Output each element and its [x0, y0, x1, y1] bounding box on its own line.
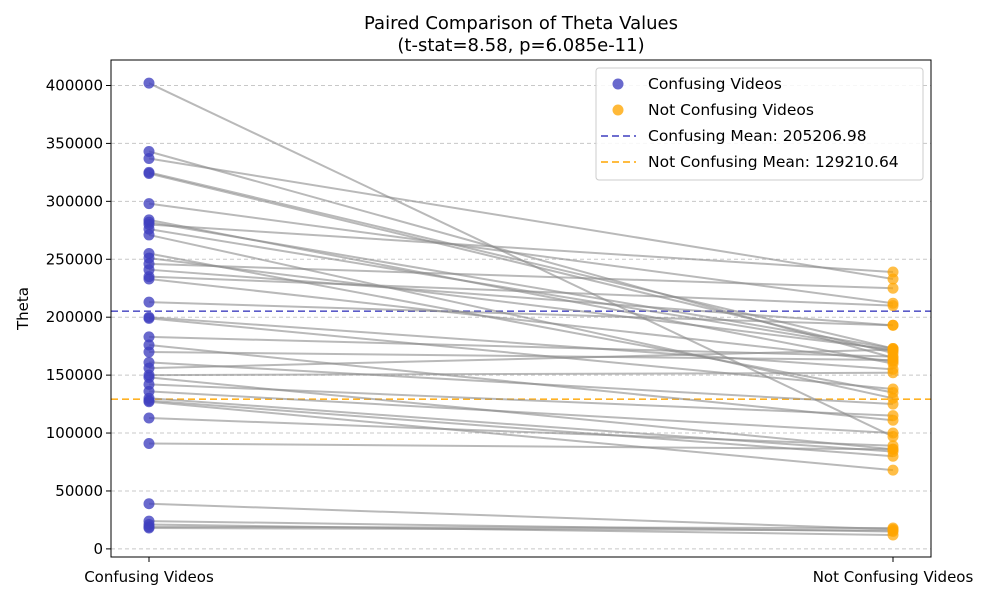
y-tick-label: 150000 — [46, 366, 103, 384]
x-axis-ticks: Confusing Videos Not Confusing Videos — [84, 557, 973, 586]
not-confusing-point — [887, 524, 899, 536]
y-tick-label: 300000 — [46, 192, 103, 210]
legend-label: Not Confusing Videos — [648, 101, 814, 119]
confusing-point — [143, 296, 155, 308]
legend: Confusing Videos Not Confusing Videos Conf… — [595, 67, 924, 181]
pair-line — [148, 223, 894, 274]
confusing-point — [143, 229, 155, 241]
pair-line — [148, 317, 894, 391]
confusing-point — [143, 412, 155, 424]
pair-line — [148, 202, 894, 305]
paired-lines — [148, 82, 894, 536]
pair-line — [148, 157, 894, 280]
pair-line — [148, 221, 894, 350]
pair-line — [148, 399, 894, 458]
pair-line — [148, 268, 894, 327]
not-confusing-point — [887, 398, 899, 410]
y-tick-label: 250000 — [46, 250, 103, 268]
not-confusing-point — [887, 266, 899, 278]
not-confusing-point — [887, 354, 899, 366]
confusing-point — [143, 522, 155, 534]
confusing-point — [143, 273, 155, 285]
not-confusing-point — [887, 443, 899, 455]
pair-line — [148, 371, 894, 377]
legend-confusing-marker — [612, 78, 624, 90]
legend-not-confusing-marker — [612, 104, 624, 116]
pair-line — [148, 172, 894, 355]
not-confusing-point — [887, 427, 899, 439]
confusing-point — [143, 331, 155, 343]
pair-line — [148, 502, 894, 531]
pair-line — [148, 257, 894, 351]
not-confusing-point — [887, 410, 899, 422]
not-confusing-point — [887, 367, 899, 379]
confusing-point — [143, 346, 155, 358]
y-tick-label: 200000 — [46, 308, 103, 326]
confusing-point — [143, 396, 155, 408]
y-tick-label: 0 — [93, 540, 103, 558]
chart-title: Paired Comparison of Theta Values — [364, 13, 678, 34]
pair-line — [148, 442, 894, 451]
confusing-point — [143, 152, 155, 164]
pair-line — [148, 527, 894, 532]
pair-line — [148, 416, 894, 447]
confusing-point — [143, 168, 155, 180]
pair-line — [148, 348, 894, 370]
confusing-point — [143, 498, 155, 510]
pair-line — [148, 316, 894, 371]
not-confusing-point — [887, 344, 899, 356]
chart-subtitle: (t-stat=8.58, p=6.085e-11) — [397, 35, 644, 56]
pair-line — [148, 400, 894, 472]
not-confusing-point — [887, 282, 899, 294]
y-tick-label: 350000 — [46, 134, 103, 152]
y-axis-ticks: 0 50000 100000 150000 200000 250000 300000 3500… — [46, 76, 111, 558]
y-tick-label: 50000 — [55, 482, 103, 500]
pair-line — [148, 361, 894, 406]
y-axis-label: Theta — [14, 287, 32, 331]
not-confusing-point — [887, 383, 899, 395]
pair-line — [148, 350, 894, 362]
pair-line — [148, 390, 894, 435]
legend-label: Confusing Mean: 205206.98 — [648, 127, 867, 145]
confusing-point — [143, 77, 155, 89]
plot-frame — [110, 59, 932, 558]
confusing-point — [143, 437, 155, 449]
pair-line — [148, 301, 894, 327]
data-points — [143, 77, 899, 541]
pair-line — [148, 252, 894, 394]
y-tick-label: 400000 — [46, 76, 103, 94]
pair-line — [148, 228, 894, 352]
pair-line — [148, 233, 894, 400]
x-tick-label: Not Confusing Videos — [813, 568, 974, 586]
legend-label: Confusing Videos — [648, 75, 782, 93]
confusing-point — [143, 198, 155, 210]
pair-line — [148, 525, 894, 530]
pair-line — [148, 171, 894, 350]
pair-line — [148, 262, 894, 290]
pair-line — [148, 383, 894, 417]
legend-label: Not Confusing Mean: 129210.64 — [648, 153, 899, 171]
pair-line — [148, 277, 894, 363]
not-confusing-point — [887, 300, 899, 312]
pair-line — [148, 397, 894, 453]
confusing-point — [143, 312, 155, 324]
not-confusing-point — [887, 464, 899, 476]
legend-box — [595, 67, 924, 181]
pair-line — [148, 275, 894, 307]
x-tick-label: Confusing Videos — [84, 568, 214, 586]
y-tick-label: 100000 — [46, 424, 103, 442]
not-confusing-point — [887, 319, 899, 331]
